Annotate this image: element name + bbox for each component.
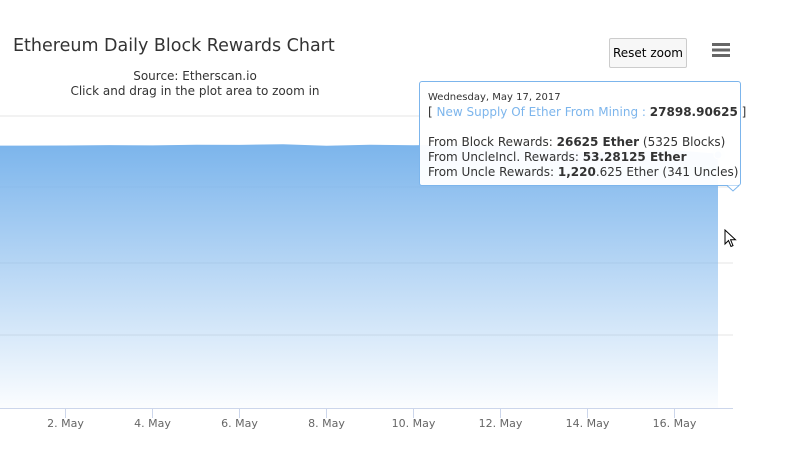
x-tick-label: 16. May: [653, 417, 697, 430]
chart-tooltip: Wednesday, May 17, 2017 [ New Supply Of …: [419, 81, 746, 186]
tooltip-close-bracket: ]: [737, 105, 747, 119]
tooltip-series-label: New Supply Of Ether From Mining :: [436, 105, 646, 119]
tooltip-open-bracket: [: [428, 105, 437, 119]
subtitle-hint: Click and drag in the plot area to zoom …: [70, 84, 320, 98]
reset-zoom-button[interactable]: Reset zoom: [609, 38, 687, 68]
tooltip-supply-line: [ New Supply Of Ether From Mining : 2789…: [428, 105, 746, 119]
tooltip-uncle-count: .625 Ether (341 Uncles): [595, 165, 739, 179]
x-tick-label: 2. May: [47, 417, 84, 430]
tooltip-block-value: 26625 Ether: [556, 135, 640, 149]
x-tick-label: 10. May: [392, 417, 436, 430]
x-tick-label: 4. May: [134, 417, 171, 430]
tooltip-uncle-label: From Uncle Rewards:: [428, 165, 558, 179]
tooltip-uncleincl-label: From UncleIncl. Rewards:: [428, 150, 583, 164]
tooltip-date: Wednesday, May 17, 2017: [428, 92, 561, 103]
tooltip-uncle-rewards: From Uncle Rewards: 1,220.625 Ether (341…: [428, 165, 738, 179]
tooltip-uncleincl-value: 53.28125 Ether: [582, 150, 687, 164]
x-tick-label: 6. May: [221, 417, 258, 430]
tooltip-block-label: From Block Rewards:: [428, 135, 557, 149]
tooltip-block-rewards: From Block Rewards: 26625 Ether (5325 Bl…: [428, 135, 725, 149]
x-tick-label: 14. May: [566, 417, 610, 430]
chart-title: Ethereum Daily Block Rewards Chart: [13, 36, 335, 56]
mouse-cursor-icon: [724, 229, 737, 248]
x-tick-label: 12. May: [479, 417, 523, 430]
x-tick-label: 8. May: [308, 417, 345, 430]
hamburger-menu-icon[interactable]: [711, 42, 731, 58]
series-area-fill: [0, 145, 718, 408]
tooltip-block-count: (5325 Blocks): [639, 135, 726, 149]
tooltip-uncleincl-rewards: From UncleIncl. Rewards: 53.28125 Ether: [428, 150, 686, 164]
tooltip-uncle-value: 1,220: [557, 165, 596, 179]
subtitle-source: Source: Etherscan.io: [133, 69, 257, 83]
chart-subtitle: Source: Etherscan.io Click and drag in t…: [30, 69, 360, 99]
tooltip-supply-value: 27898.90625: [649, 105, 738, 119]
